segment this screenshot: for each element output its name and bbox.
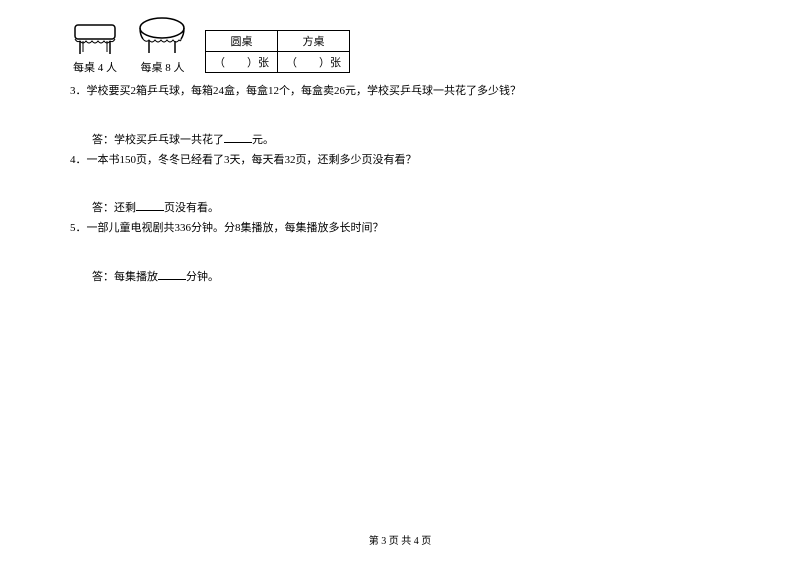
options-table: 圆桌 方桌 （ ）张 （ ）张 xyxy=(205,30,350,73)
round-table-icon xyxy=(135,15,190,57)
q5-number: 5． xyxy=(70,222,87,234)
q5-answer: 答：每集播放 分钟。 xyxy=(92,268,730,284)
q5-text: 一部儿童电视剧共336分钟。分8集播放，每集播放多长时间？ xyxy=(87,222,384,234)
table-header-square: 方桌 xyxy=(278,31,350,52)
square-table-group: 每桌 4 人 xyxy=(70,19,120,75)
question-5: 5．一部儿童电视剧共336分钟。分8集播放，每集播放多长时间？ xyxy=(70,220,730,238)
q4-answer-prefix: 答：还剩 xyxy=(92,202,136,214)
table-header-round: 圆桌 xyxy=(206,31,278,52)
q3-answer-suffix: 元。 xyxy=(252,134,274,146)
q4-answer-suffix: 页没有看。 xyxy=(164,202,219,214)
q5-answer-suffix: 分钟。 xyxy=(186,271,219,283)
question-3: 3．学校要买2箱乒乓球，每箱24盒，每盒12个，每盒卖26元，学校买乒乓球一共花… xyxy=(70,83,730,101)
q4-number: 4． xyxy=(70,154,87,166)
round-table-group: 每桌 8 人 xyxy=(135,15,190,75)
q3-text: 学校要买2箱乒乓球，每箱24盒，每盒12个，每盒卖26元，学校买乒乓球一共花了多… xyxy=(87,85,522,97)
q4-answer: 答：还剩 页没有看。 xyxy=(92,199,730,215)
page-footer: 第 3 页 共 4 页 xyxy=(0,532,800,547)
q3-answer: 答：学校买乒乓球一共花了 元。 xyxy=(92,131,730,147)
q3-blank xyxy=(224,131,252,143)
round-table-label: 每桌 8 人 xyxy=(141,59,185,75)
table-cell-round: （ ）张 xyxy=(206,52,278,73)
question-4: 4．一本书150页，冬冬已经看了3天，每天看32页，还剩多少页没有看？ xyxy=(70,152,730,170)
square-table-label: 每桌 4 人 xyxy=(73,59,117,75)
q5-answer-prefix: 答：每集播放 xyxy=(92,271,158,283)
square-table-icon xyxy=(70,19,120,57)
q3-answer-prefix: 答：学校买乒乓球一共花了 xyxy=(92,134,224,146)
q3-number: 3． xyxy=(70,85,87,97)
icon-table-row: 每桌 4 人 每桌 8 人 圆桌 方桌 （ ）张 （ ）张 xyxy=(70,15,730,75)
q4-text: 一本书150页，冬冬已经看了3天，每天看32页，还剩多少页没有看？ xyxy=(87,154,417,166)
q4-blank xyxy=(136,199,164,211)
q5-blank xyxy=(158,268,186,280)
table-cell-square: （ ）张 xyxy=(278,52,350,73)
